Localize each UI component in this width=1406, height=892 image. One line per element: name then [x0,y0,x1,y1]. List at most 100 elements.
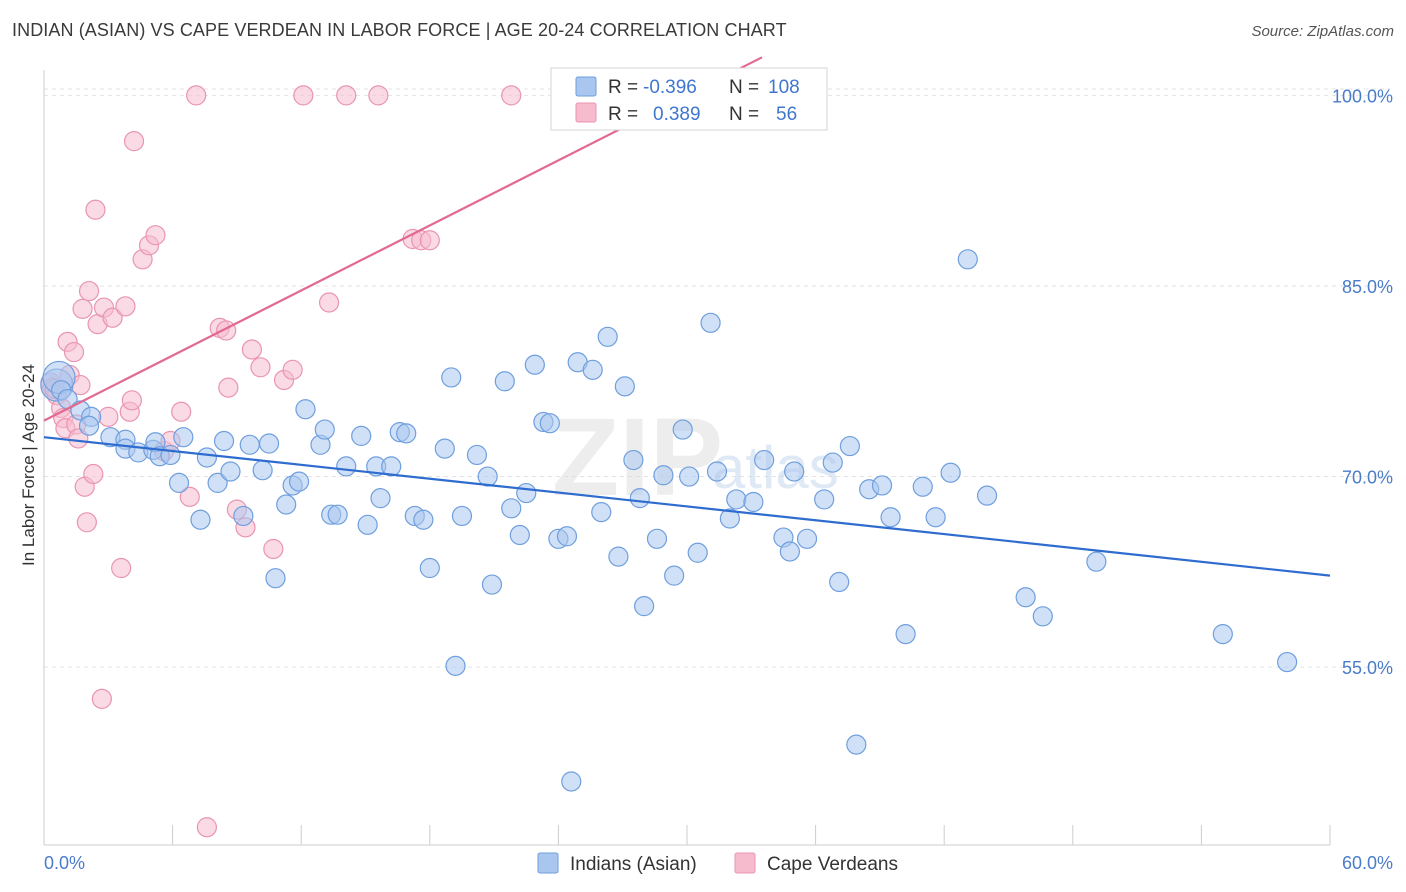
indian-asian-point [846,734,867,755]
y-axis-label: In Labor Force | Age 20-24 [19,364,38,566]
cape-verdean-point [216,320,237,341]
cape-verdean-point [91,688,112,709]
indian-asian-point [679,466,700,487]
cape-verdean-point [72,298,93,319]
indian-asian-point [524,354,545,375]
indian-asian-point [451,505,473,527]
y-tick-label: 100.0% [1332,86,1393,106]
cape-verdean-point [263,538,284,560]
bottom-legend-swatch-blue [537,852,559,874]
indian-asian-point [327,504,348,525]
legend-n-label-blue: N = [729,77,759,98]
legend-r-label-blue: R = [608,77,638,98]
chart-title: INDIAN (ASIAN) VS CAPE VERDEAN IN LABOR … [12,20,787,40]
indian-asian-point [295,399,316,420]
indian-asian-point [207,472,228,494]
cape-verdean-point [63,341,85,363]
bottom-legend-swatch-pink [734,852,756,874]
legend-swatch-blue [575,76,597,97]
indian-asian-point [419,557,440,579]
indian-asian-point [477,466,498,487]
cape-verdean-point [293,85,314,106]
indian-asian-point [494,371,515,392]
indian-asian-point [1277,651,1298,673]
indian-asian-point [687,542,708,563]
bottom-legend-label-pink: Cape Verdeans [767,854,898,875]
indian-asian-point [265,568,286,589]
indian-asian-point [556,526,578,547]
indian-asian-point [1212,623,1233,645]
indian-asian-point [168,472,190,494]
legend-box [550,67,828,131]
indian-asian-point [239,434,260,455]
indian-asian-point [597,326,618,347]
indian-asian-point [441,367,462,388]
indian-asian-point [664,565,685,586]
cape-verdean-point [186,85,207,106]
indian-asian-point [445,655,466,676]
indian-asian-point [509,524,530,546]
cape-verdean-point [336,85,357,106]
indian-asian-point [880,507,901,528]
x-tick-labels: 0.0% 60.0% [43,825,1393,873]
indian-asian-point [78,415,100,436]
indian-asian-point [700,312,721,333]
indian-asian-points [40,249,1298,792]
grid [44,88,1390,668]
cape-verdean-point [76,512,97,533]
indian-asian-point [220,461,241,482]
cape-verdean-point [98,406,119,427]
cape-verdean-point [282,359,303,380]
cape-verdean-point [196,817,217,838]
cape-verdean-point [83,463,104,485]
indian-asian-point [754,449,775,471]
indian-asian-point [719,508,740,529]
indian-asian-point [252,460,273,481]
y-tick-label: 70.0% [1342,468,1393,488]
indian-asian-point [706,461,728,482]
indian-asian-point [895,623,916,645]
indian-asian-point [957,249,978,270]
cape-verdean-point [501,85,522,106]
cape-verdean-point [179,486,200,507]
watermark: ZIP atlas [552,396,839,519]
cape-verdean-point [218,377,239,398]
y-tick-label: 55.0% [1342,658,1393,678]
cape-verdean-point [78,280,100,302]
indian-asian-point [396,423,417,444]
indian-asian-point [288,471,310,492]
indian-asian-point [653,465,674,486]
indian-asian-point [413,509,434,530]
indian-asian-point [940,462,961,483]
cape-verdean-point [102,307,123,328]
cape-verdean-point [123,131,145,152]
cape-verdean-point [318,292,340,313]
indian-asian-point [614,376,635,397]
legend-n-label-pink: N = [729,104,759,125]
indian-asian-point [213,430,235,452]
indian-asian-point [672,419,693,440]
indian-asian-point [1086,551,1107,572]
legend-r-label-pink: R = [608,104,638,125]
cape-verdean-point [115,296,136,317]
indian-asian-point [539,413,560,434]
cape-verdean-point [241,339,263,360]
top-legend: R = -0.396 N = 108 R = 0.389 N = 56 [550,67,828,131]
indian-asian-point [561,771,582,792]
indian-asian-point [501,498,522,519]
legend-n-value-pink: 56 [776,104,797,125]
indian-asian-point [314,419,335,440]
indian-asian-point [381,456,402,477]
indian-asian-point [160,444,181,466]
legend-swatch-pink [575,102,597,123]
indian-asian-point [871,475,893,496]
cape-verdean-point [145,225,166,246]
y-tick-label: 85.0% [1342,277,1393,297]
cape-verdean-point [111,557,132,579]
chart-source: Source: ZipAtlas.com [1251,23,1394,40]
x-tick-label-max: 60.0% [1342,853,1393,873]
indian-asian-point [608,546,629,567]
indian-asian-point [829,571,850,593]
indian-asian-point [351,425,372,447]
